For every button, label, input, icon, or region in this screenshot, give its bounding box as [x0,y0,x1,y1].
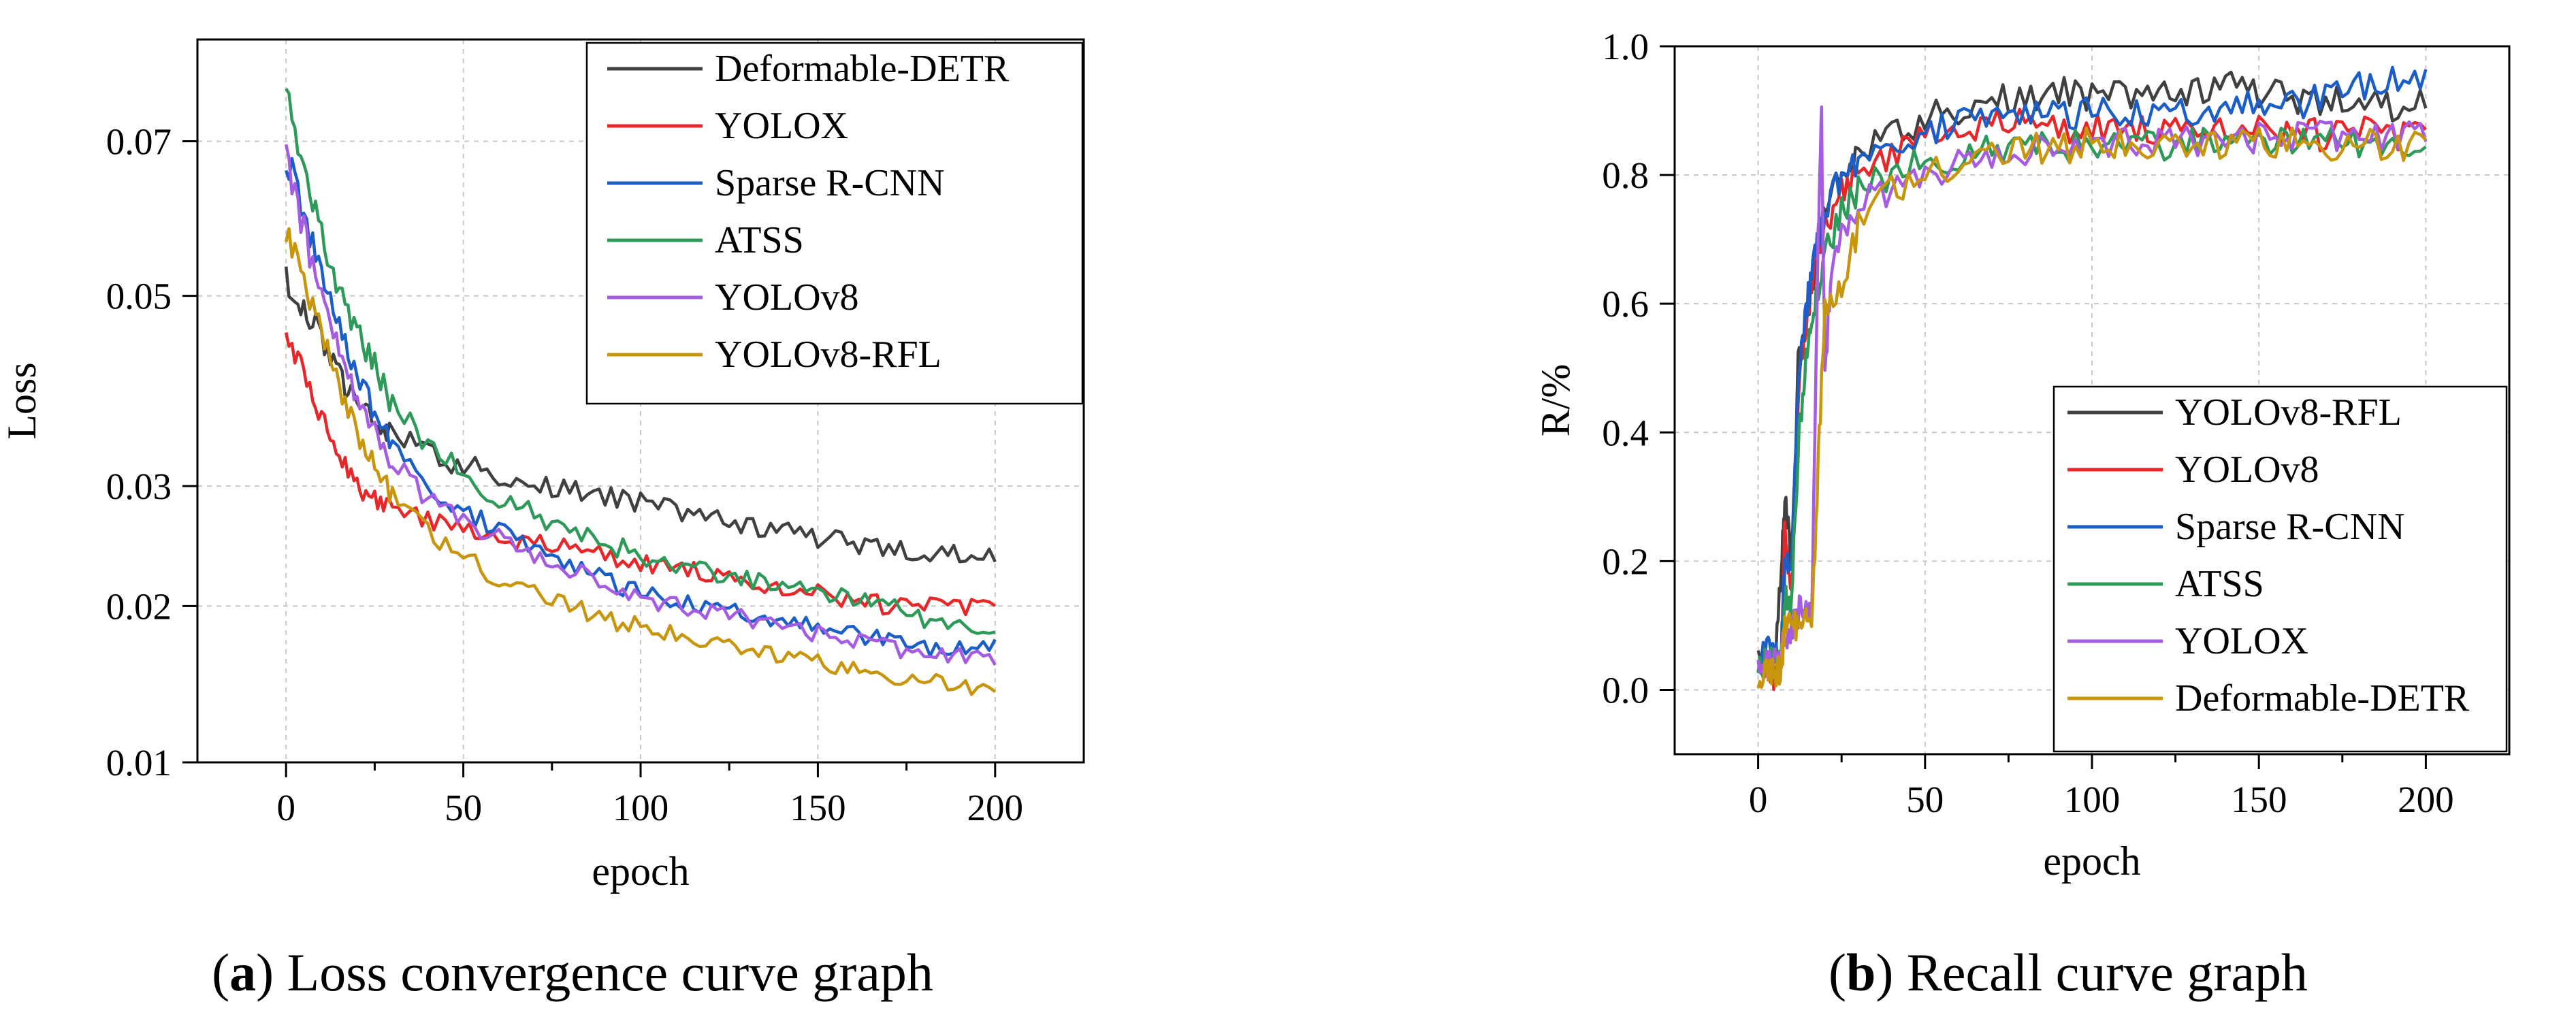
x-axis-title: epoch [2043,839,2140,884]
series-group [284,88,997,696]
caption-open-paren: ( [1829,943,1846,1002]
series-group [1756,65,2428,692]
legend-label: Deformable-DETR [715,48,1010,90]
series-line-yolov8 [284,144,997,666]
series-line-sparse-r-cnn [1756,65,2428,672]
y-axis: 0.0 0.2 0.4 0.6 0.8 1.0 [1602,26,1675,711]
series-line-yolox [284,332,997,617]
y-tick-label: 0.8 [1602,155,1649,196]
chart-b: 0 50 100 150 200 0.0 0.2 0.4 0.6 0.8 1.0 epoch R/% YO… [1533,26,2511,1002]
y-tick-label: 0.01 [106,742,172,783]
series-line-sparse-r-cnn [285,157,997,658]
x-tick-label: 50 [445,787,482,828]
x-axis: 0 50 100 150 200 [276,762,1023,828]
legend-box [2052,385,2508,753]
legend-label: ATSS [715,219,804,261]
chart-a: 0 50 100 150 200 0.01 0.02 0.03 0.05 0.07 epoch Los… [0,38,1085,1002]
x-tick-label: 200 [2398,779,2454,820]
legend-box [585,42,1084,405]
legend-label: YOLOv8-RFL [2175,391,2402,434]
y-tick-label: 0.07 [106,121,172,163]
legend-label: Sparse R-CNN [2175,506,2405,548]
legend-label: YOLOv8 [2175,449,2319,491]
x-tick-label: 150 [2231,779,2287,820]
y-tick-label: 0.03 [106,466,172,507]
x-tick-label: 100 [2064,779,2121,820]
y-tick-label: 0.2 [1602,540,1649,582]
legend-label: YOLOX [715,105,848,147]
caption-letter: a [229,943,256,1002]
legend-label: YOLOv8-RFL [715,334,941,376]
y-tick-label: 1.0 [1602,26,1649,67]
y-tick-label: 0.05 [106,276,172,317]
x-tick-label: 0 [276,787,295,828]
y-axis-title: R/% [1533,364,1578,437]
legend: YOLOv8-RFL YOLOv8 Sparse R-CNN ATSS YOLOX Def… [2052,385,2508,753]
x-tick-label: 200 [967,787,1024,828]
x-axis: 0 50 100 150 200 [1749,754,2454,820]
caption: (a) Loss convergence curve graph [212,943,933,1002]
x-tick-label: 50 [1906,779,1944,820]
y-tick-label: 0.02 [106,585,172,627]
y-tick-label: 0.0 [1602,669,1649,711]
x-tick-label: 0 [1749,779,1768,820]
legend-label: Sparse R-CNN [715,162,945,204]
series-line-yolov8 [1756,108,2428,692]
caption-text: ) Recall curve graph [1875,943,2308,1002]
legend-label: YOLOv8 [715,276,859,319]
caption-open-paren: ( [212,943,229,1002]
series-line-yolov8-rfl [285,227,997,696]
y-tick-label: 0.4 [1602,412,1649,453]
series-line-deformable-detr [1756,126,2427,690]
caption-letter: b [1846,943,1875,1002]
legend: Deformable-DETR YOLOX Sparse R-CNN ATSS YOLO… [585,42,1084,405]
y-axis: 0.01 0.02 0.03 0.05 0.07 [106,121,197,783]
x-axis-title: epoch [592,849,689,894]
legend-label: Deformable-DETR [2175,677,2470,719]
x-tick-label: 100 [613,787,669,828]
series-line-atss [285,88,996,635]
caption-text: ) Loss convergence curve graph [256,943,933,1002]
x-tick-label: 150 [790,787,846,828]
caption: (b) Recall curve graph [1829,943,2308,1002]
y-axis-title: Loss [0,362,44,439]
y-tick-label: 0.6 [1602,283,1649,325]
legend-label: YOLOX [2175,620,2308,662]
legend-label: ATSS [2175,563,2264,605]
